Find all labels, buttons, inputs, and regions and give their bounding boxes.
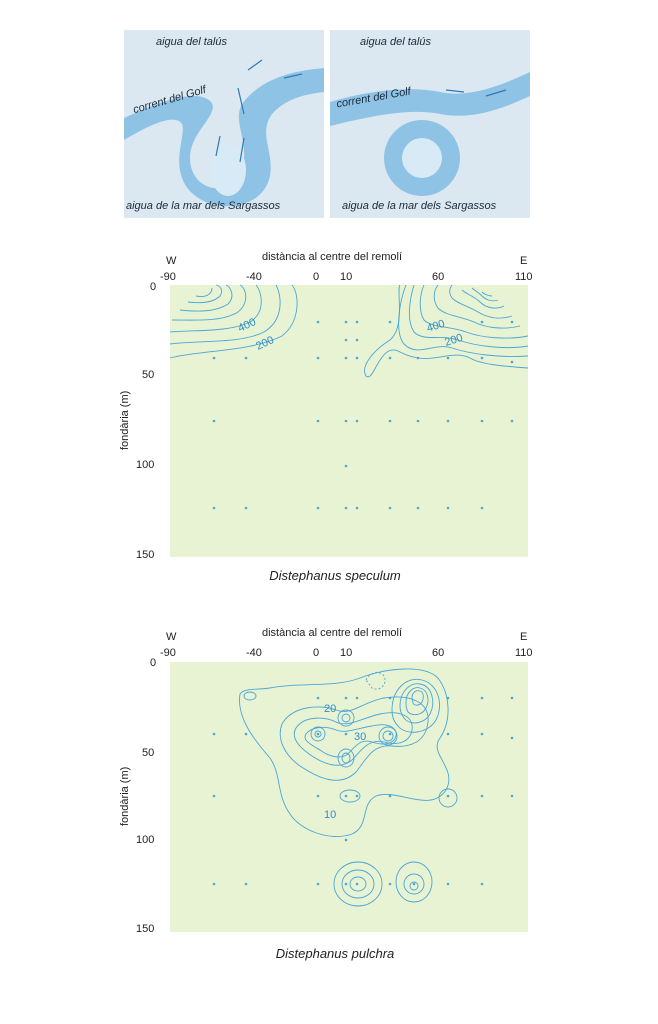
sample-points	[212, 696, 514, 886]
water-bottom-label: aigua de la mar dels Sargassos	[126, 200, 281, 212]
plot-caption: Distephanus pulchra	[275, 946, 395, 961]
contour-lines	[239, 668, 458, 907]
x-axis-label: distància al centre del remolí	[262, 251, 402, 263]
x-tick: -40	[246, 271, 262, 283]
water-top-label: aigua del talús	[156, 36, 227, 48]
y-axis-label: fondària (m)	[119, 767, 131, 826]
sample-points	[212, 320, 514, 510]
y-tick: 150	[136, 549, 154, 561]
y-tick: 50	[142, 747, 154, 759]
meander-illustration	[124, 30, 324, 218]
x-tick: -40	[246, 647, 262, 659]
contour-plot-pulchra: W E distància al centre del remolí -90 -…	[119, 627, 533, 935]
gulf-stream-ring-diagram: aigua del talús corrent del Golf aigua d…	[330, 30, 530, 218]
x-tick: 0	[313, 647, 319, 659]
x-tick: 60	[432, 647, 444, 659]
y-axis-label: fondària (m)	[119, 391, 131, 450]
west-label: W	[166, 631, 177, 643]
contour-lines	[169, 284, 529, 378]
water-bottom-label: aigua de la mar dels Sargassos	[342, 200, 497, 212]
y-tick: 150	[136, 923, 154, 935]
contour-label: 20	[324, 703, 336, 715]
ring-illustration	[330, 30, 530, 218]
east-label: E	[520, 631, 527, 643]
y-tick: 0	[150, 657, 156, 669]
x-tick: 10	[340, 647, 352, 659]
plot-area	[170, 662, 528, 932]
y-tick: 50	[142, 369, 154, 381]
x-tick: 110	[515, 647, 533, 659]
contour-label: 400	[425, 318, 446, 335]
plot-area	[170, 285, 528, 557]
east-label: E	[520, 255, 527, 267]
water-top-label: aigua del talús	[360, 36, 431, 48]
x-tick: 10	[340, 271, 352, 283]
x-tick: 60	[432, 271, 444, 283]
contour-label: 30	[354, 731, 366, 743]
gulf-stream-meander-diagram: aigua del talús corrent del Golf aigua d…	[124, 30, 324, 218]
y-tick: 100	[136, 459, 154, 471]
y-tick: 0	[150, 281, 156, 293]
plot-distephanus-speculum: W E distància al centre del remolí -90 -…	[0, 240, 658, 590]
contour-label: 200	[443, 332, 464, 349]
plot-distephanus-pulchra: W E distància al centre del remolí -90 -…	[0, 618, 658, 968]
x-tick: -90	[160, 647, 176, 659]
x-tick: 0	[313, 271, 319, 283]
x-tick: -90	[160, 271, 176, 283]
plot-caption: Distephanus speculum	[269, 568, 401, 583]
contour-label: 10	[324, 809, 336, 821]
x-axis-label: distància al centre del remolí	[262, 627, 402, 639]
contour-plot-speculum: W E distància al centre del remolí -90 -…	[119, 251, 533, 561]
x-tick: 110	[515, 271, 533, 283]
y-tick: 100	[136, 834, 154, 846]
west-label: W	[166, 255, 177, 267]
